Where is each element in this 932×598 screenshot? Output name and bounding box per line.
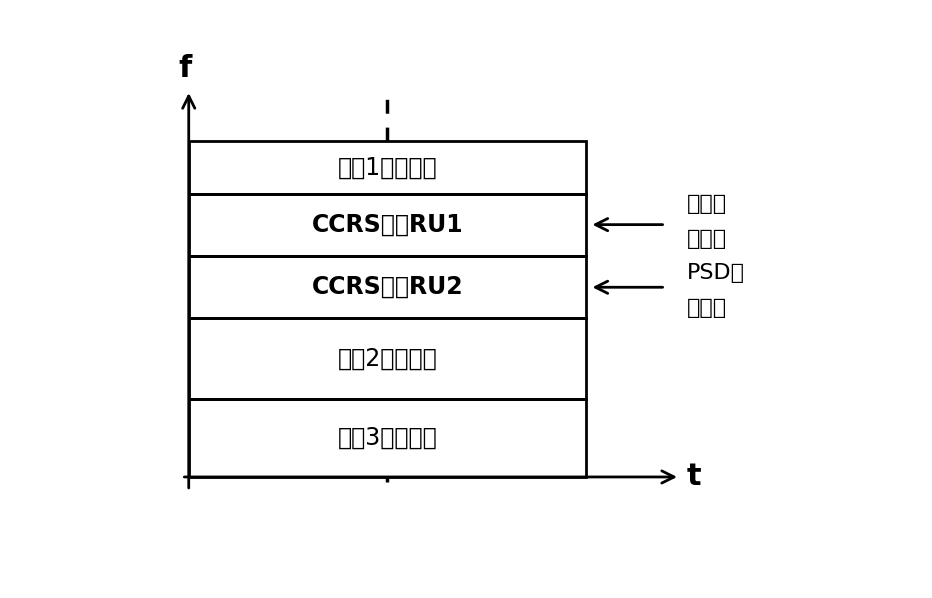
Text: 波束高: 波束高 xyxy=(687,228,727,249)
Text: f: f xyxy=(179,54,192,83)
Text: CCRS所在RU2: CCRS所在RU2 xyxy=(311,275,463,299)
Text: CCRS所在RU1: CCRS所在RU1 xyxy=(311,213,463,237)
Bar xyxy=(188,141,586,477)
Text: t: t xyxy=(687,462,702,492)
Text: 射频段: 射频段 xyxy=(687,298,727,318)
Text: 用户1时频资源: 用户1时频资源 xyxy=(337,155,437,179)
Text: 用户3时频资源: 用户3时频资源 xyxy=(337,426,437,450)
Text: 用户2时频资源: 用户2时频资源 xyxy=(337,346,437,370)
Text: PSD发: PSD发 xyxy=(687,263,745,283)
Text: 窄带宽: 窄带宽 xyxy=(687,194,727,214)
